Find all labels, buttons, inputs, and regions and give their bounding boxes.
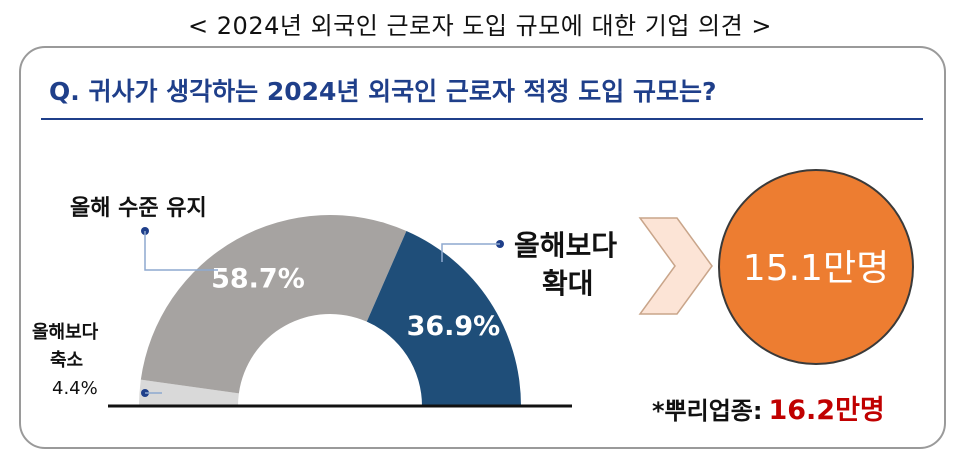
leader-line-increase — [441, 243, 500, 262]
label-maintain: 올해 수준 유지 — [70, 196, 207, 221]
donut-slice-2 — [366, 230, 521, 406]
donut-slice-1 — [140, 215, 407, 394]
slice-value-label-2: 36.9% — [407, 311, 501, 342]
heading-divider — [41, 118, 923, 120]
note-label: *뿌리업종: — [652, 397, 763, 425]
label-increase-line1: 올해보다 — [514, 229, 618, 262]
slice-value-label-1: 58.7% — [211, 263, 305, 294]
label-decrease-line1: 올해보다 — [32, 322, 99, 343]
forecast-value: 15.1만명 — [743, 248, 889, 289]
root-industry-note: *뿌리업종: 16.2만명 — [652, 388, 885, 427]
donut-slice-0 — [139, 379, 239, 406]
chevron-arrow-icon — [638, 217, 713, 315]
leader-line-maintain — [144, 231, 218, 271]
question-heading: Q. 귀사가 생각하는 2024년 외국인 근로자 적정 도입 규모는? — [49, 77, 717, 106]
page-title: < 2024년 외국인 근로자 도입 규모에 대한 기업 의견 > — [188, 12, 772, 40]
label-decrease-line2: 축소 — [50, 350, 84, 371]
label-decrease-pct: 4.4% — [52, 378, 98, 399]
forecast-circle — [718, 169, 914, 365]
label-increase-line2: 확대 — [542, 267, 594, 300]
donut-chart: 58.7% 36.9% — [139, 215, 521, 406]
note-value: 16.2만명 — [768, 395, 885, 426]
